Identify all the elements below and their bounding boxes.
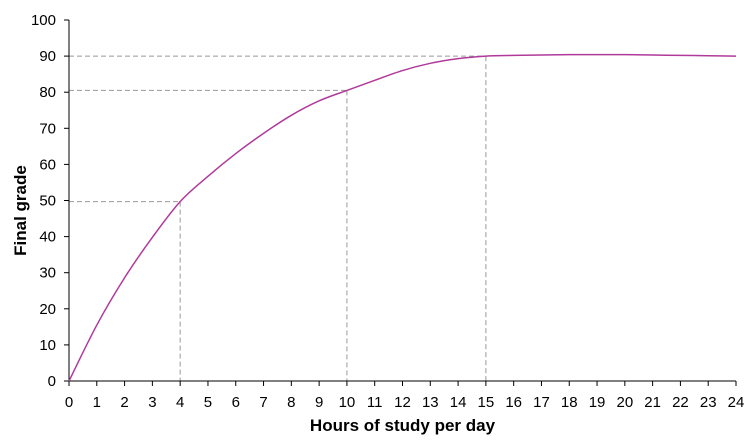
- y-tick-label: 100: [31, 12, 56, 29]
- y-tick-label: 70: [39, 120, 56, 137]
- x-tick-label: 14: [450, 394, 467, 411]
- series: [68, 53, 737, 382]
- x-tick-label: 18: [561, 394, 578, 411]
- x-tick-label: 13: [422, 394, 439, 411]
- x-tick-label: 3: [148, 394, 156, 411]
- y-tick-label: 0: [48, 373, 56, 390]
- y-tick-label: 40: [39, 229, 56, 246]
- x-tick-label: 24: [728, 394, 745, 411]
- x-tick-label: 6: [232, 394, 240, 411]
- y-tick-label: 90: [39, 48, 56, 65]
- x-tick-label: 4: [176, 394, 184, 411]
- x-tick-label: 15: [478, 394, 495, 411]
- y-tick-label: 60: [39, 156, 56, 173]
- x-tick-label: 19: [589, 394, 606, 411]
- x-tick-label: 0: [65, 394, 73, 411]
- y-tick-label: 10: [39, 337, 56, 354]
- x-tick-label: 11: [367, 394, 383, 411]
- x-tick-label: 5: [204, 394, 212, 411]
- x-tick-label: 17: [533, 394, 550, 411]
- x-tick-label: 16: [505, 394, 522, 411]
- x-tick-label: 22: [672, 394, 689, 411]
- x-tick-label: 12: [394, 394, 411, 411]
- x-tick-label: 1: [93, 394, 101, 411]
- y-tick-label: 30: [39, 265, 56, 282]
- y-tick-label: 80: [39, 84, 56, 101]
- x-tick-label: 21: [644, 394, 661, 411]
- y-axis-title: Final grade: [11, 165, 30, 256]
- x-tick-label: 9: [315, 394, 323, 411]
- x-tick-label: 7: [259, 394, 267, 411]
- x-axis-title: Hours of study per day: [310, 416, 496, 435]
- x-tick-label: 8: [287, 394, 295, 411]
- series-line: [68, 53, 737, 382]
- reference-guides: [69, 55, 487, 381]
- y-tick-label: 20: [39, 301, 56, 318]
- x-tick-label: 23: [700, 394, 717, 411]
- x-tick-label: 2: [120, 394, 128, 411]
- x-tick-label: 20: [616, 394, 633, 411]
- y-tick-label: 50: [39, 193, 56, 210]
- x-tick-label: 10: [339, 394, 356, 411]
